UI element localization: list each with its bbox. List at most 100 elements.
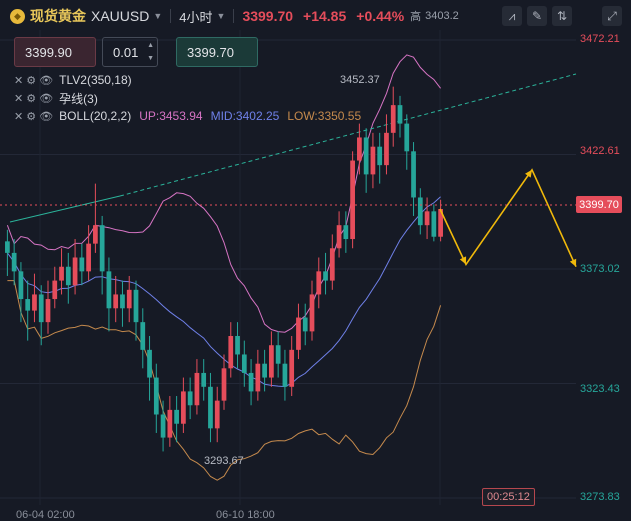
candle-body [147,349,152,378]
timeframe-dropdown-icon[interactable]: ▼ [216,11,226,21]
candle-body [11,252,17,272]
expand-icon[interactable]: ⤢ [602,6,622,26]
forecast-arrows [439,168,577,268]
timeframe-selector[interactable]: 4小时 [179,9,213,25]
compare-icon[interactable]: ⇅ [552,6,572,26]
candle-body [228,335,234,369]
boll-lower-line [7,280,442,481]
candle-body [309,294,315,332]
sell-button[interactable]: 3399.90 [14,37,96,67]
indicator-label: TLV2(350,18) [59,73,132,87]
candle-body [59,266,64,281]
candle-body [52,280,58,300]
order-panel: 3399.90 0.01 ▲ ▼ 3399.70 [14,37,258,67]
price-axis-label: 3323.43 [580,383,620,395]
candle-body [25,299,31,311]
instrument-symbol[interactable]: XAUUSD [91,8,150,24]
candle-body [187,391,193,406]
instrument-name[interactable]: 现货黄金 [30,8,86,24]
candle-body [133,289,139,323]
candle-body [323,271,328,281]
candle-body [343,225,349,240]
candle-body [120,294,125,309]
candle-body [214,400,220,429]
price-axis-label: 3373.02 [580,263,620,275]
settings-icon[interactable]: ✕ ⚙ 👁 [14,92,54,105]
candle-body [32,294,37,311]
candle-body [350,160,355,240]
symbol-header: ◆ 现货黄金 XAUUSD ▼ 4小时 ▼ 3399.70 +14.85 +0.… [0,0,631,32]
symbol-dropdown-icon[interactable]: ▼ [153,11,163,21]
candle-body [99,225,105,272]
chart-grid [0,30,576,505]
high-annotation: 3452.37 [340,74,380,86]
candle-body [384,132,389,166]
boll-low-value: LOW:3350.55 [287,109,362,123]
indicators-icon[interactable]: ⩘ [502,6,522,26]
candle-body [86,243,91,272]
candle-body [329,248,335,281]
candle-body [93,225,98,244]
candle-body [282,363,288,387]
candle-body [424,211,430,226]
candle-body [79,257,85,272]
candle-countdown: 00:25:12 [482,488,535,506]
candlestick-series [5,86,443,452]
settings-icon[interactable]: ✕ ⚙ 👁 [14,74,54,87]
quantity-stepper[interactable]: 0.01 ▲ ▼ [102,37,158,67]
candle-body [241,354,247,373]
candle-body [377,146,383,166]
boll-upper-value: UP:3453.94 [139,109,203,123]
candle-body [275,345,281,364]
candle-body [106,271,112,309]
candle-body [269,345,274,378]
candle-body [370,146,376,175]
price-axis-label: 3472.21 [580,33,620,45]
candle-body [181,391,186,424]
last-price: 3399.70 [242,8,294,24]
decrement-icon[interactable]: ▼ [147,55,154,62]
draw-icon[interactable]: ✎ [527,6,547,26]
divider [170,9,172,23]
candle-body [431,211,437,237]
candle-body [126,289,132,309]
candle-body [18,271,24,300]
candle-body [363,137,369,175]
candle-body [336,225,342,249]
indicator-row-boll: ✕ ⚙ 👁 BOLL(20,2,2) UP:3453.94 MID:3402.2… [14,108,361,124]
candle-body [438,209,443,237]
candle-body [167,409,173,438]
candle-body [221,368,227,401]
forecast-arrowhead [525,169,532,178]
forecast-arrowhead [459,256,467,265]
buy-button[interactable]: 3399.70 [176,37,258,67]
divider [233,9,235,23]
candle-body [153,377,159,415]
candle-body [65,266,71,286]
candle-body [194,372,200,406]
high-value: 3403.2 [425,10,459,22]
trend-line-dashed [119,73,577,197]
candle-body [113,294,119,309]
price-axis-label: 3273.83 [580,491,620,503]
gold-coin-icon: ◆ [10,8,25,24]
candle-body [174,409,179,424]
quantity-value: 0.01 [113,44,139,60]
candle-body [208,386,213,429]
time-axis-label: 06-04 02:00 [16,509,75,521]
candle-body [411,151,416,198]
candle-body [357,137,362,161]
increment-icon[interactable]: ▲ [147,42,154,49]
trend-line [9,73,577,223]
candle-body [262,363,267,378]
settings-icon[interactable]: ✕ ⚙ 👁 [14,110,54,123]
time-axis-label: 06-10 18:00 [216,509,275,521]
current-price-tag: 3399.70 [576,196,622,213]
candle-body [235,335,240,355]
candle-body [45,299,51,323]
indicator-row-tlv2: ✕ ⚙ 👁 TLV2(350,18) [14,72,132,88]
price-axis-label: 3422.61 [580,145,620,157]
candle-body [255,363,261,392]
